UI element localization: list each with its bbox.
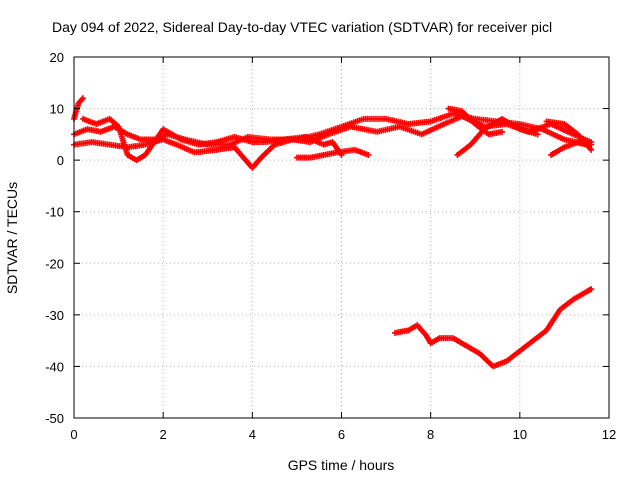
x-axis-label: GPS time / hours — [288, 457, 395, 473]
data-point — [499, 128, 505, 135]
x-tick-label: 4 — [249, 427, 256, 442]
data-point — [588, 146, 595, 153]
y-axis-label: SDTVAR / TECUs — [4, 182, 20, 294]
x-tick-label: 6 — [338, 427, 345, 442]
y-tick-label: 0 — [57, 153, 64, 168]
x-tick-label: 12 — [602, 427, 616, 442]
x-tick-label: 10 — [513, 427, 527, 442]
data-series — [71, 95, 595, 370]
axis-ticks: 0 2 4 6 8 10 12 -50 -40 -30 -20 -10 0 10 20 — [45, 50, 616, 442]
data-point — [79, 95, 86, 102]
y-tick-label: -40 — [45, 359, 64, 374]
data-point — [365, 151, 372, 158]
y-tick-label: -50 — [45, 411, 64, 426]
x-tick-label: 0 — [70, 427, 77, 442]
y-tick-label: -30 — [45, 308, 64, 323]
x-tick-label: 8 — [427, 427, 434, 442]
chart-title: Day 094 of 2022, Sidereal Day-to-day VTE… — [52, 19, 552, 35]
data-point — [534, 131, 541, 138]
y-tick-label: 10 — [50, 102, 64, 117]
y-tick-label: -20 — [45, 256, 64, 271]
x-tick-label: 2 — [160, 427, 167, 442]
y-tick-label: 20 — [50, 50, 64, 65]
y-tick-label: -10 — [45, 205, 64, 220]
data-point — [588, 286, 595, 293]
